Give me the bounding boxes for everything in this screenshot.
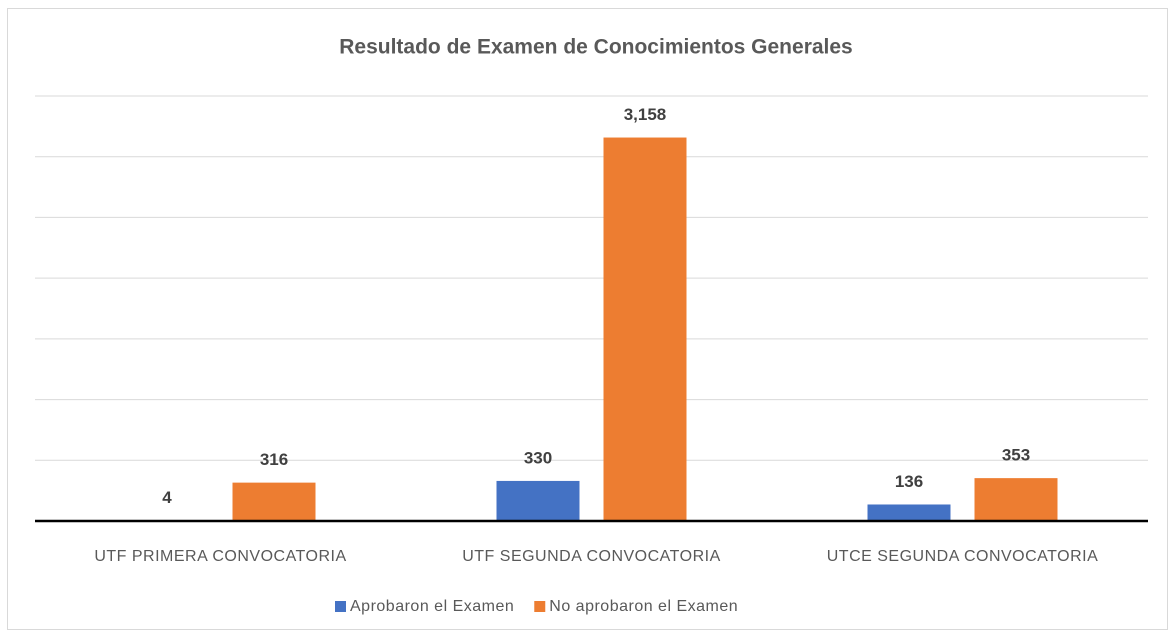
data-label: 353 bbox=[1002, 446, 1030, 465]
chart-border bbox=[7, 8, 1168, 630]
bar bbox=[867, 504, 951, 521]
data-label: 330 bbox=[524, 448, 552, 467]
legend-label: No aprobaron el Examen bbox=[549, 598, 738, 615]
bar bbox=[496, 480, 580, 521]
data-label: 4 bbox=[162, 488, 172, 507]
bar bbox=[232, 482, 316, 521]
x-tick-label: UTF PRIMERA CONVOCATORIA bbox=[94, 548, 346, 565]
legend-swatch bbox=[534, 601, 546, 612]
x-tick-label: UTF SEGUNDA CONVOCATORIA bbox=[462, 548, 721, 565]
bar bbox=[974, 478, 1058, 521]
legend-swatch bbox=[335, 601, 346, 612]
data-label: 3,158 bbox=[624, 105, 667, 124]
data-label: 136 bbox=[895, 472, 923, 491]
legend-label: Aprobaron el Examen bbox=[350, 598, 514, 615]
x-tick-label: UTCE SEGUNDA CONVOCATORIA bbox=[827, 548, 1099, 565]
data-label: 316 bbox=[260, 450, 288, 469]
chart-title: Resultado de Examen de Conocimientos Gen… bbox=[339, 36, 853, 59]
bar bbox=[603, 137, 687, 521]
